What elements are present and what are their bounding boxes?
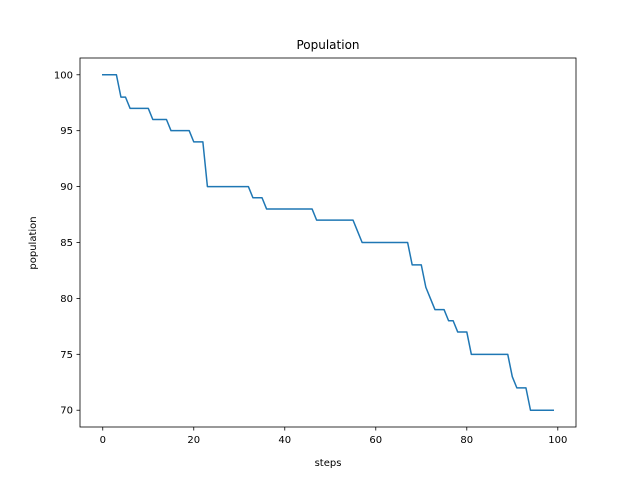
y-tick-label-70: 70 xyxy=(60,406,73,417)
y-tick-label-85: 85 xyxy=(60,238,73,249)
y-axis-label: population xyxy=(28,216,39,269)
y-tick-label-90: 90 xyxy=(60,182,73,193)
y-tick-label-95: 95 xyxy=(60,126,73,137)
x-tick-label-40: 40 xyxy=(278,435,291,446)
x-tick-label-20: 20 xyxy=(187,435,200,446)
chart-title: Population xyxy=(296,38,359,52)
x-axis-label: steps xyxy=(315,458,342,469)
y-tick-label-75: 75 xyxy=(60,350,73,361)
y-tick-label-80: 80 xyxy=(60,294,73,305)
x-tick-label-60: 60 xyxy=(369,435,382,446)
plot-frame xyxy=(79,57,577,428)
x-tick-label-100: 100 xyxy=(548,435,567,446)
series-line-0 xyxy=(102,74,554,411)
x-tick-label-80: 80 xyxy=(460,435,473,446)
y-tick-label-100: 100 xyxy=(54,70,73,81)
x-tick-label-0: 0 xyxy=(100,435,106,446)
